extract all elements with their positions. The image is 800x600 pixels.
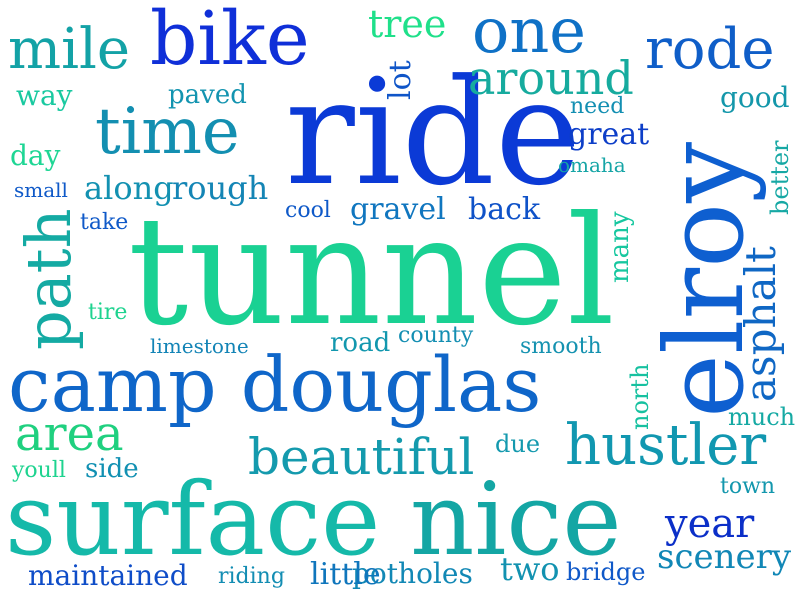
word-rode: rode [645, 17, 775, 82]
word-along: along [84, 169, 174, 207]
word-two: two [500, 550, 560, 588]
word-tunnel: tunnel [128, 185, 615, 359]
word-cool: cool [285, 198, 331, 223]
word-rough: rough [172, 169, 269, 207]
word-bike: bike [150, 0, 310, 82]
word-ride: ride [285, 48, 582, 218]
word-better: better [766, 140, 794, 215]
word-bridge: bridge [566, 558, 646, 586]
word-way: way [16, 79, 73, 112]
word-around: around [468, 51, 634, 105]
word-tire: tire [88, 300, 128, 325]
word-take: take [80, 210, 129, 235]
word-need: need [570, 94, 625, 119]
word-town: town [720, 474, 776, 499]
word-mile: mile [8, 17, 131, 82]
word-maintained: maintained [28, 559, 188, 592]
word-potholes: potholes [352, 557, 473, 590]
word-youll: youll [12, 458, 66, 483]
word-nice: nice [410, 461, 622, 578]
word-road: road [330, 328, 391, 358]
word-gravel: gravel [350, 192, 446, 227]
word-scenery: scenery [657, 537, 792, 577]
word-smooth: smooth [520, 334, 602, 359]
word-small: small [14, 178, 68, 202]
word-much: much [728, 403, 796, 431]
word-omaha: omaha [558, 153, 626, 177]
word-asphalt: asphalt [736, 246, 785, 402]
word-paved: paved [168, 80, 247, 110]
word-lot: lot [383, 60, 418, 100]
word-county: county [398, 323, 474, 348]
word-little: little [310, 557, 381, 592]
word-riding: riding [218, 564, 285, 589]
word-good: good [720, 81, 790, 114]
word-beautiful: beautiful [248, 428, 475, 486]
word-surface: surface [5, 461, 381, 578]
word-time: time [95, 95, 240, 169]
word-year: year [665, 501, 755, 547]
word-due: due [495, 430, 541, 458]
word-hustler: hustler [565, 413, 767, 478]
word-one: one [472, 0, 586, 67]
word-area: area [15, 406, 124, 462]
word-tree: tree [368, 2, 447, 46]
word-many: many [605, 211, 635, 283]
word-path: path [12, 208, 85, 351]
word-great: great [568, 117, 650, 152]
word-back: back [468, 192, 541, 227]
word-camp-douglas: camp douglas [8, 340, 542, 429]
word-side: side [85, 454, 139, 484]
word-day: day [10, 139, 61, 172]
word-north: north [626, 363, 654, 430]
word-limestone: limestone [150, 334, 249, 358]
